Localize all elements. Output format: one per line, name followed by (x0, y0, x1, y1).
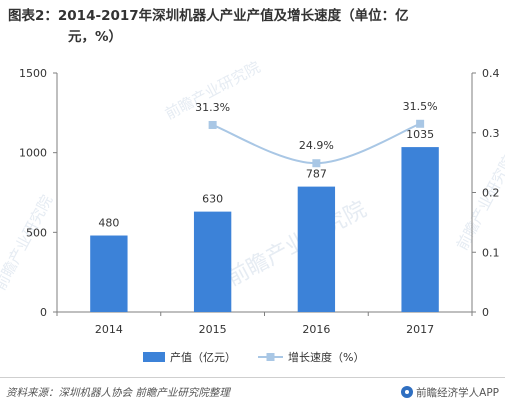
chart-title: 图表2：2014-2017年深圳机器人产业产值及增长速度（单位：亿 元，%） (8, 6, 498, 48)
source-note: 资料来源：深圳机器人协会 前瞻产业研究院整理 (6, 387, 230, 399)
bar-data-label: 1035 (406, 128, 434, 141)
y-left-tick-label: 1000 (19, 147, 47, 160)
brand-logo-icon (401, 386, 414, 398)
bar-data-label: 787 (306, 168, 327, 181)
y-right-tick-label: 0.3 (482, 127, 500, 140)
bar-data-label: 630 (202, 193, 223, 206)
watermark-text: 前瞻产业研究院 (453, 152, 505, 253)
x-tick-label: 2016 (302, 323, 330, 336)
growth-data-label: 31.3% (195, 101, 230, 114)
legend-line-marker (266, 353, 275, 361)
brand-label: 前瞻经济学人APP (401, 385, 499, 400)
growth-data-label: 24.9% (299, 139, 334, 152)
x-tick-label: 2014 (95, 323, 123, 336)
y-right-tick-label: 0.2 (482, 187, 500, 200)
chart-title-line-1: 图表2：2014-2017年深圳机器人产业产值及增长速度（单位：亿 (8, 8, 409, 24)
bar (90, 235, 128, 312)
legend-bar-label: 产值（亿元） (170, 350, 236, 364)
growth-point (208, 120, 217, 129)
legend-line-label: 增长速度（%） (288, 350, 364, 364)
growth-point (416, 119, 425, 128)
bar (401, 147, 439, 312)
watermark-text: 前瞻产业研究院 (0, 192, 56, 293)
y-right-tick-label: 0 (482, 306, 489, 319)
bar-data-label: 480 (98, 217, 119, 230)
x-tick-label: 2017 (406, 323, 434, 336)
footer: 资料来源：深圳机器人协会 前瞻产业研究院整理 前瞻经济学人APP (0, 377, 505, 408)
y-left-tick-label: 1500 (19, 67, 47, 80)
y-left-tick-label: 0 (40, 306, 47, 319)
brand-text: 前瞻经济学人APP (416, 387, 499, 399)
bar (193, 211, 232, 312)
watermark-text: 前瞻产业研究院 (223, 197, 371, 291)
chart-title-line-2: 元，%） (68, 29, 123, 45)
growth-data-label: 31.5% (403, 100, 438, 113)
y-right-tick-label: 0.4 (482, 67, 500, 80)
bar (297, 186, 336, 312)
growth-point (312, 159, 321, 168)
y-right-tick-label: 0.1 (482, 246, 500, 259)
y-left-tick-label: 500 (26, 226, 47, 239)
legend-bar-swatch (143, 352, 165, 362)
x-tick-label: 2015 (199, 323, 227, 336)
